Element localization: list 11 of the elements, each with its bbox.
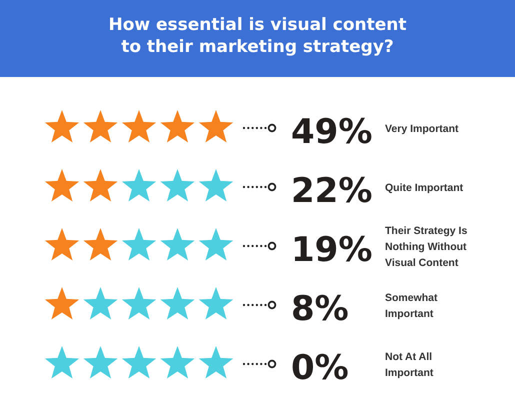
data-label: 0%: [291, 348, 349, 388]
category-label: Somewhat Important: [385, 292, 438, 320]
text: How essential is visual content to their marketing strategy?: [108, 15, 407, 57]
data-label: 8%: [291, 289, 349, 329]
data-label: 19%: [291, 230, 372, 270]
category-label: Their Strategy Is Nothing Without Visual Content: [385, 225, 468, 269]
category-label: Not At All Important: [385, 351, 434, 379]
category-label: Very Important: [385, 123, 460, 135]
data-label: 49%: [291, 112, 372, 152]
category-label: Quite Important: [385, 182, 464, 194]
data-label: 22%: [291, 171, 372, 211]
